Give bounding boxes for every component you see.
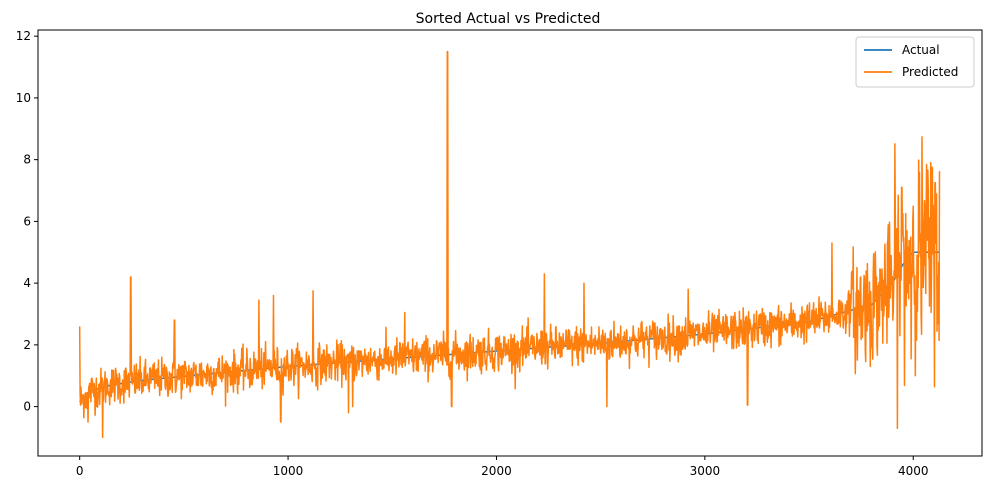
x-tick-label: 3000 [690, 464, 721, 478]
x-tick-label: 4000 [898, 464, 929, 478]
y-tick-label: 10 [16, 91, 31, 105]
x-tick-label: 0 [76, 464, 84, 478]
y-tick-label: 2 [23, 338, 31, 352]
y-tick-label: 12 [16, 29, 31, 43]
x-tick-label: 1000 [273, 464, 304, 478]
chart-title: Sorted Actual vs Predicted [416, 11, 601, 27]
plot-frame [37, 29, 983, 457]
legend-label: Predicted [902, 65, 958, 79]
y-tick-label: 4 [23, 276, 31, 290]
series-line-predicted [78, 50, 941, 439]
x-tick-label: 2000 [481, 464, 512, 478]
legend: Actual Predicted [855, 36, 975, 88]
y-tick-label: 6 [23, 214, 31, 228]
y-tick-label: 8 [23, 153, 31, 167]
legend-label: Actual [902, 43, 940, 57]
y-tick-label: 0 [23, 400, 31, 414]
